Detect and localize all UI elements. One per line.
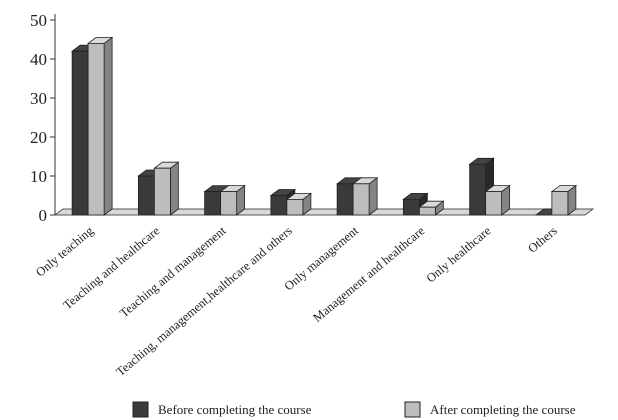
bar-after-3 — [285, 192, 313, 216]
bars — [70, 36, 578, 216]
y-tick-label: 10 — [30, 167, 47, 186]
legend-label: Before completing the course — [158, 402, 312, 417]
y-tick-label: 50 — [30, 11, 47, 30]
bar-after-1 — [153, 161, 180, 216]
x-category-label: Management and healthcare — [310, 223, 427, 325]
y-tick-label: 30 — [30, 89, 47, 108]
chart-floor — [53, 208, 595, 216]
x-category-label: Only healthcare — [424, 223, 494, 285]
bar-before-6 — [468, 157, 495, 216]
bar-after-7 — [550, 184, 578, 216]
y-tick-label: 20 — [30, 128, 47, 147]
bar-after-0 — [86, 36, 114, 216]
y-axis: 0 10 20 30 40 50 — [30, 11, 56, 225]
legend-item-after: After completing the course — [404, 401, 576, 418]
legend-label: After completing the course — [430, 402, 576, 417]
x-category-label: Teaching and management — [117, 223, 229, 320]
y-tick-label: 40 — [30, 50, 47, 69]
x-category-label: Only teaching — [33, 223, 97, 280]
bar-after-6 — [484, 184, 511, 216]
bar-after-4 — [351, 177, 379, 216]
chart-floor-plane — [53, 208, 595, 216]
bar-after-5 — [418, 200, 445, 216]
x-category-label: Others — [525, 223, 560, 255]
legend-item-before: Before completing the course — [132, 401, 312, 418]
y-tick-label: 0 — [39, 206, 48, 225]
legend-swatch — [132, 401, 149, 418]
legend: Before completing the course After comple… — [132, 401, 576, 418]
legend-swatch — [404, 401, 421, 418]
bar-after-2 — [219, 184, 246, 216]
